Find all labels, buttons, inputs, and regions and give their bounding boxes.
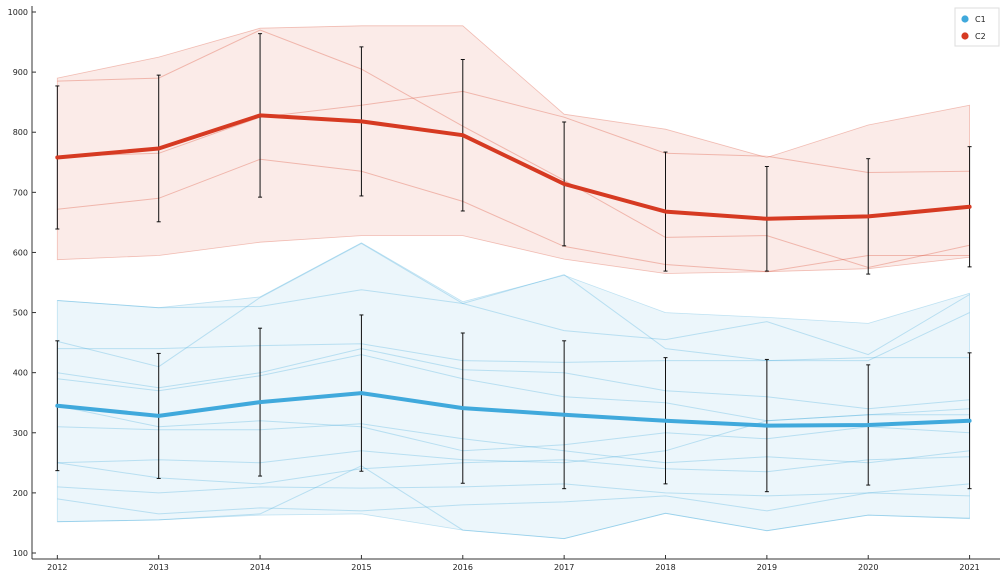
x-tick-label-2019: 2019 [757,563,777,572]
x-tick-label-2016: 2016 [453,563,473,572]
c1-member-line-6 [57,405,970,452]
c1-mean-line [55,391,972,428]
y-tick-label-900: 900 [13,68,28,77]
c2-member-line-1 [57,29,970,269]
y-tick-label-500: 500 [13,309,28,318]
confidence-bands [56,25,970,540]
y-tick-label-100: 100 [13,549,28,558]
c1-member-line-8 [57,456,970,485]
c2-member-line-3 [57,158,970,273]
c1-member-line-5 [57,354,970,422]
y-tick-label-700: 700 [13,188,28,197]
y-tick-label-400: 400 [13,369,28,378]
y-tick-label-200: 200 [13,489,28,498]
y-tick-label-800: 800 [13,128,28,137]
legend-marker-c1 [961,15,969,23]
c1-member-line-9 [57,414,970,464]
y-tick-label-1000: 1000 [8,8,28,17]
legend: C1 C2 [954,7,1000,47]
legend-label-c2: C2 [975,32,986,41]
c1-member-line-12 [57,465,970,540]
c2-mean-line [55,113,972,221]
c1-member-line-10 [57,483,970,497]
c2-member-line-2 [57,90,970,174]
c1-member-line-4 [57,348,970,410]
mean-lines [55,113,972,428]
x-tick-label-2015: 2015 [351,563,371,572]
legend-label-c1: C1 [975,15,986,24]
legend-box [954,7,1000,47]
x-tick-label-2012: 2012 [47,563,67,572]
y-tick-label-600: 600 [13,248,28,257]
c1-member-line-7 [57,423,970,464]
x-tick-label-2017: 2017 [554,563,574,572]
member-lines [57,29,970,540]
axes: 100 200 300 400 500 600 700 800 900 1000 2012 2013 2… [8,6,1000,572]
y-tick-label-300: 300 [13,429,28,438]
legend-marker-c2 [961,32,969,40]
x-tick-label-2020: 2020 [858,563,878,572]
c1-member-line-11 [57,492,970,515]
c1-member-line-3 [57,343,970,363]
c1-member-line-2 [57,242,970,368]
x-tick-label-2013: 2013 [149,563,169,572]
x-tick-label-2021: 2021 [959,563,979,572]
x-tick-label-2014: 2014 [250,563,270,572]
c1-member-line-1 [57,274,970,362]
x-tick-label-2018: 2018 [655,563,675,572]
plot-background [32,6,1000,559]
c1-band [56,242,970,540]
